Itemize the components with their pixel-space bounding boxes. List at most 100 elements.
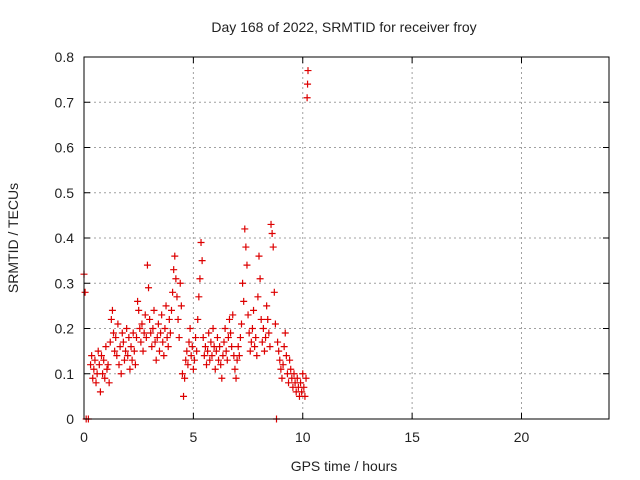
data-point-marker [88,352,96,360]
data-point-marker [241,225,249,233]
data-point-marker [216,343,224,351]
data-point-marker [119,338,127,346]
data-point-marker [123,325,131,332]
data-point-marker [174,315,182,323]
data-point-marker [173,293,181,301]
data-point-marker [286,356,294,364]
data-point-marker [162,302,170,310]
data-point-marker [263,302,271,310]
data-point-marker [154,320,162,328]
data-point-marker [126,365,134,373]
data-point-marker [163,334,171,342]
data-point-marker [81,288,89,296]
data-point-marker [285,379,293,387]
data-point-marker [165,315,173,323]
data-point-marker [161,325,169,332]
data-point-marker [200,352,208,360]
data-point-marker [147,329,155,337]
data-point-marker [253,352,261,360]
data-point-marker [199,334,207,342]
data-point-marker [149,325,157,332]
data-point-marker [201,343,209,351]
data-point-marker [170,266,178,274]
data-points [80,67,312,423]
data-point-marker [101,374,109,382]
data-point-marker [104,361,112,369]
data-point-marker [115,361,123,369]
data-point-marker [145,284,153,292]
data-point-marker [266,343,274,351]
data-point-marker [128,356,136,364]
data-point-marker [236,334,244,342]
data-point-marker [209,325,217,332]
data-point-marker [234,343,242,351]
data-point-marker [99,370,107,378]
data-point-marker [183,347,191,355]
y-tick-labels: 0 0.1 0.2 0.3 0.4 0.5 0.6 0.7 0.8 [55,49,75,427]
data-point-marker [114,320,122,328]
data-point-marker [186,325,194,332]
data-point-marker [245,329,253,337]
data-point-marker [195,293,203,301]
data-point-marker [207,338,215,346]
y-tick-label: 0.6 [55,140,75,156]
data-point-marker [270,288,278,296]
data-point-marker [108,306,116,314]
data-point-marker [258,338,266,346]
data-point-marker [290,370,298,378]
data-point-marker [90,365,98,373]
data-point-marker [303,94,311,102]
data-point-marker [269,243,277,251]
data-point-marker [111,347,119,355]
data-point-marker [204,347,212,355]
data-point-marker [159,338,167,346]
y-tick-label: 0.5 [55,185,75,201]
y-tick-label: 0.4 [55,230,75,246]
data-point-marker [275,347,283,355]
data-point-marker [92,379,100,387]
data-point-marker [246,347,254,355]
data-point-marker [301,392,309,400]
data-point-marker [221,325,229,332]
data-point-marker [304,67,312,75]
data-point-marker [248,325,256,332]
data-point-marker [225,315,233,323]
data-point-marker [293,374,301,382]
data-point-marker [160,352,168,360]
data-point-marker [240,297,248,305]
data-point-marker [171,252,179,260]
y-axis-label: SRMTID / TECUs [5,183,21,293]
data-point-marker [257,315,265,323]
data-point-marker [158,311,166,319]
x-tick-label: 20 [514,429,530,445]
data-point-marker [247,338,255,346]
data-point-marker [148,343,156,351]
data-point-marker [208,352,216,360]
data-point-marker [168,306,175,314]
data-point-marker [215,356,223,364]
data-point-marker [193,347,201,355]
data-point-marker [252,334,260,342]
data-point-marker [137,338,145,346]
data-point-marker [146,315,154,323]
data-point-marker [197,239,205,247]
data-point-marker [185,338,193,346]
data-point-marker [299,370,307,378]
data-point-marker [229,311,237,319]
data-point-marker [268,229,276,237]
data-point-marker [222,347,230,355]
data-point-marker [182,356,190,364]
data-point-marker [100,356,108,364]
x-tick-label: 5 [189,429,197,445]
data-point-marker [91,356,99,364]
data-point-marker [218,374,226,382]
data-point-marker [125,334,133,342]
x-tick-label: 0 [80,429,88,445]
data-point-marker [140,329,148,337]
grid-lines [84,57,609,419]
y-tick-label: 0.1 [55,366,75,382]
data-point-marker [107,315,115,323]
data-point-marker [243,261,251,269]
data-point-marker [206,356,214,364]
data-point-marker [271,320,279,328]
